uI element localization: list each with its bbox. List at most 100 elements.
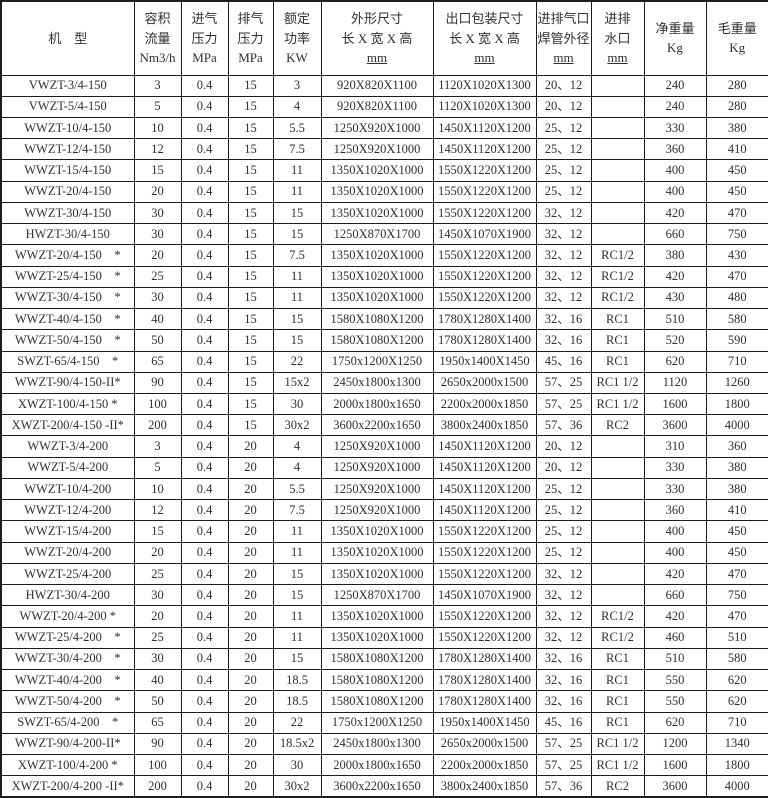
packing-size-cell: 3800x2400x1850 [432,775,537,798]
dimensions-cell: 1750x1200X1250 [320,711,434,734]
discharge-pressure-cell: 20 [227,499,274,522]
water-port-cell: RC2 [590,414,645,437]
dimensions-cell: 2450x1800x1300 [320,371,434,395]
model-cell: WWZT-30/4-200 * [0,647,135,671]
water-port-cell [590,180,645,203]
net-weight-cell: 240 [643,95,707,118]
flow-cell: 100 [133,393,182,416]
inlet-pressure-cell: 0.4 [180,138,229,161]
gross-weight-cell: 580 [705,308,768,331]
header-row: 机 型 容积 流量 Nm3/h 进气 压力 MPa 排气 压力 MPa [0,0,768,76]
water-port-cell [590,74,645,97]
inlet-pressure-cell: 0.4 [180,180,229,203]
net-weight-cell: 1600 [643,393,707,416]
net-weight-cell: 380 [643,244,707,267]
packing-size-cell: 1450X1120X1200 [432,435,537,458]
header-line: 机 型 [48,30,88,46]
table-row: WWZT-12/4-150 12 0.4 15 7.5 1250X920X1000 1450… [0,138,768,161]
net-weight-cell: 240 [643,74,707,97]
net-weight-cell: 1600 [643,753,707,777]
water-port-cell: RC1 [590,690,645,713]
discharge-pressure-cell: 20 [227,541,274,564]
flow-cell: 40 [133,308,182,331]
gross-weight-cell: 470 [705,265,768,288]
table-row: SWZT-65/4-200 * 65 0.4 20 22 1750x1200X1250 19… [0,711,768,734]
pipe-od-cell: 25、12 [535,520,592,543]
discharge-pressure-cell: 20 [227,711,274,734]
gross-weight-cell: 590 [705,329,768,352]
header-line: 排气 [237,11,264,26]
flow-cell: 10 [133,477,182,501]
gross-weight-cell: 620 [705,690,768,713]
table-row: WWZT-40/4-200 * 40 0.4 20 18.5 1580X1080X1200… [0,669,768,692]
model-cell: XWZT-100/4-200 * [0,753,135,777]
water-port-cell [590,456,645,479]
model-cell: SWZT-65/4-150 * [0,350,135,373]
packing-size-cell: 1780X1280X1400 [432,669,537,692]
water-port-cell [590,541,645,564]
inlet-pressure-cell: 0.4 [180,541,229,564]
net-weight-cell: 3600 [643,775,707,798]
packing-size-cell: 1550X1220X1200 [432,541,537,564]
gross-weight-cell: 280 [705,74,768,97]
packing-size-cell: 2200x2000x1850 [432,753,537,777]
net-weight-cell: 510 [643,308,707,331]
discharge-pressure-cell: 20 [227,477,274,501]
table-row: WWZT-30/4-200 * 30 0.4 20 15 1580X1080X1200 17… [0,647,768,671]
pipe-od-cell: 57、25 [535,753,592,777]
model-cell: XWZT-200/4-150 -II* [0,414,135,437]
gross-weight-cell: 430 [705,244,768,267]
inlet-pressure-cell: 0.4 [180,435,229,458]
model-cell: WWZT-25/4-200 * [0,626,135,649]
water-port-cell [590,584,645,607]
pipe-od-cell: 20、12 [535,74,592,97]
dimensions-cell: 1250X920X1000 [320,456,434,479]
rated-power-cell: 18.5x2 [272,732,322,756]
rated-power-cell: 11 [272,520,322,543]
rated-power-cell: 30 [272,393,322,416]
inlet-pressure-cell: 0.4 [180,116,229,140]
water-port-cell: RC1/2 [590,605,645,628]
header-line: 水口 [604,30,631,46]
packing-size-cell: 2200x2000x1850 [432,393,537,416]
water-port-cell [590,159,645,182]
rated-power-cell: 7.5 [272,244,322,267]
model-cell: WWZT-12/4-200 [0,499,135,522]
rated-power-cell: 5.5 [272,116,322,140]
water-port-cell: RC1 1/2 [590,371,645,395]
pipe-od-cell: 32、16 [535,690,592,713]
discharge-pressure-cell: 20 [227,753,274,777]
packing-size-cell: 1550X1220X1200 [432,626,537,649]
model-cell: WWZT-12/4-150 [0,138,135,161]
table-row: WWZT-15/4-200 15 0.4 20 11 1350X1020X1000 1550… [0,520,768,543]
col-header-packing-size: 出口包装尺寸 长 X 宽 X 高 mm [432,0,537,76]
dimensions-cell: 1350X1020X1000 [320,159,434,182]
rated-power-cell: 5.5 [272,477,322,501]
flow-cell: 3 [133,74,182,97]
header-line: Kg [729,40,746,56]
water-port-cell [590,138,645,161]
gross-weight-cell: 410 [705,138,768,161]
inlet-pressure-cell: 0.4 [180,584,229,607]
pipe-od-cell: 25、12 [535,116,592,140]
rated-power-cell: 18.5 [272,690,322,713]
model-cell: WWZT-20/4-150 * [0,244,135,267]
water-port-cell: RC1 1/2 [590,753,645,777]
col-header-gross-weight: 毛重量 Kg [705,0,768,76]
dimensions-cell: 1250X870X1700 [320,223,434,246]
header-line: 外形尺寸 [350,11,403,26]
dimensions-cell: 1350X1020X1000 [320,244,434,267]
rated-power-cell: 15 [272,584,322,607]
rated-power-cell: 15 [272,329,322,352]
dimensions-cell: 1580X1080X1200 [320,308,434,331]
table-row: WWZT-25/4-200 25 0.4 20 15 1350X1020X1000 1550… [0,562,768,586]
discharge-pressure-cell: 15 [227,393,274,416]
flow-cell: 200 [133,414,182,437]
inlet-pressure-cell: 0.4 [180,350,229,373]
flow-cell: 15 [133,159,182,182]
table-row: WWZT-10/4-200 10 0.4 20 5.5 1250X920X1000 1450… [0,477,768,501]
discharge-pressure-cell: 15 [227,74,274,97]
packing-size-cell: 1120X1020X1300 [432,95,537,118]
packing-size-cell: 1550X1220X1200 [432,562,537,586]
dimensions-cell: 2000x1800x1650 [320,753,434,777]
